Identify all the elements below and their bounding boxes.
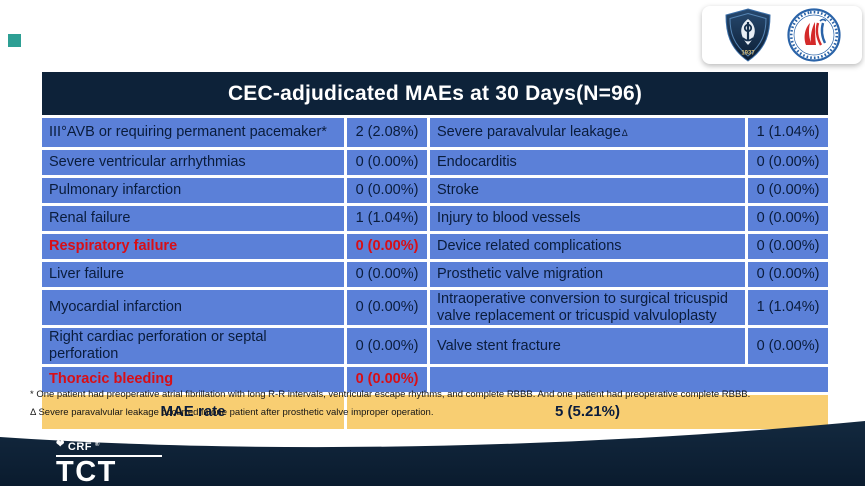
event-value-cell: 1 (1.04%)	[748, 118, 828, 147]
event-label-cell: Pulmonary infarction	[42, 178, 344, 203]
event-value-cell: 1 (1.04%)	[748, 290, 828, 326]
event-label-cell: Prosthetic valve migration	[430, 262, 745, 287]
event-label-cell: Myocardial infarction	[42, 290, 344, 326]
event-label-cell: Severe ventricular arrhythmias	[42, 150, 344, 175]
footnotes: * One patient had preoperative atrial fi…	[30, 389, 750, 425]
crf-label: CRF	[67, 441, 92, 453]
logo-card: 1937	[702, 6, 862, 64]
summary-value-cell: 5 (5.21%)	[347, 394, 828, 429]
event-value-cell: 0 (0.00%)	[347, 366, 427, 392]
research-center-logo	[787, 8, 841, 62]
summary-label-cell: MAE rate	[42, 394, 344, 429]
footnote: * One patient had preoperative atrial fi…	[30, 389, 751, 400]
event-label-cell: Liver failure	[42, 262, 344, 287]
event-value-cell: 0 (0.00%)	[347, 234, 427, 259]
footnote: Δ Severe paravalvular leakage occurred i…	[30, 407, 434, 418]
empty-cell	[430, 366, 828, 392]
event-value-cell: 0 (0.00%)	[347, 262, 427, 287]
footer-wave	[0, 421, 865, 486]
crf-registered-mark: ®	[95, 442, 100, 448]
event-label-cell: Thoracic bleeding	[42, 366, 344, 392]
event-value-cell: 1 (1.04%)	[347, 206, 427, 231]
event-value-cell: 0 (0.00%)	[347, 178, 427, 203]
tct-label: TCT	[56, 456, 117, 488]
event-label-cell: Severe paravalvular leakage Δ	[430, 118, 745, 147]
event-label-cell: Stroke	[430, 178, 745, 203]
event-value-cell: 0 (0.00%)	[748, 150, 828, 175]
event-value-cell: 0 (0.00%)	[748, 206, 828, 231]
tct-logo: ❤ CRF ® TCT	[56, 439, 162, 488]
event-value-cell: 0 (0.00%)	[748, 262, 828, 287]
event-label-cell: III°AVB or requiring permanent pacemaker…	[42, 118, 344, 147]
event-value-cell: 0 (0.00%)	[748, 178, 828, 203]
event-value-cell: 0 (0.00%)	[347, 328, 427, 364]
mae-table: CEC-adjudicated MAEs at 30 Days(N=96) II…	[42, 72, 828, 429]
event-value-cell: 0 (0.00%)	[347, 150, 427, 175]
event-label-cell: Respiratory failure	[42, 234, 344, 259]
event-value-cell: 2 (2.08%)	[347, 118, 427, 147]
event-label-cell: Renal failure	[42, 206, 344, 231]
event-value-cell: 0 (0.00%)	[748, 234, 828, 259]
shield-year: 1937	[741, 51, 755, 57]
table-title: CEC-adjudicated MAEs at 30 Days(N=96)	[42, 72, 828, 115]
event-label-cell: Device related complications	[430, 234, 745, 259]
event-label-cell: Valve stent fracture	[430, 328, 745, 364]
event-label-cell: Endocarditis	[430, 150, 745, 175]
hospital-shield-logo: 1937	[725, 8, 771, 62]
crf-tct-divider	[56, 455, 162, 457]
accent-square	[8, 34, 21, 47]
event-label-cell: Injury to blood vessels	[430, 206, 745, 231]
event-label-cell: Right cardiac perforation or septal perf…	[42, 328, 344, 364]
mae-table-grid: CEC-adjudicated MAEs at 30 Days(N=96) II…	[42, 72, 828, 429]
event-value-cell: 0 (0.00%)	[748, 328, 828, 364]
event-label-cell: Intraoperative conversion to surgical tr…	[430, 290, 745, 326]
crf-heart-icon: ❤	[56, 439, 65, 450]
event-value-cell: 0 (0.00%)	[347, 290, 427, 326]
